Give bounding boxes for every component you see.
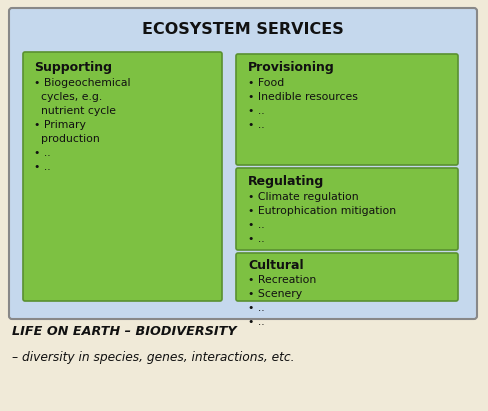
Text: LIFE ON EARTH – BIODIVERSITY: LIFE ON EARTH – BIODIVERSITY: [12, 325, 237, 338]
Text: ECOSYSTEM SERVICES: ECOSYSTEM SERVICES: [142, 21, 344, 37]
Text: Regulating: Regulating: [248, 175, 324, 188]
FancyBboxPatch shape: [236, 54, 458, 165]
FancyBboxPatch shape: [9, 8, 477, 319]
FancyBboxPatch shape: [236, 253, 458, 301]
Text: • Climate regulation
• Eutrophication mitigation
• ..
• ..: • Climate regulation • Eutrophication mi…: [248, 192, 396, 244]
Text: – diversity in species, genes, interactions, etc.: – diversity in species, genes, interacti…: [12, 351, 294, 364]
FancyBboxPatch shape: [236, 168, 458, 250]
Text: • Recreation
• Scenery
• ..
• ..: • Recreation • Scenery • .. • ..: [248, 275, 316, 327]
Text: Cultural: Cultural: [248, 259, 304, 272]
Text: • Biogeochemical
  cycles, e.g.
  nutrient cycle
• Primary
  production
• ..
• .: • Biogeochemical cycles, e.g. nutrient c…: [34, 78, 130, 172]
Text: Provisioning: Provisioning: [248, 61, 335, 74]
FancyBboxPatch shape: [23, 52, 222, 301]
Text: Supporting: Supporting: [34, 61, 112, 74]
Text: • Food
• Inedible resources
• ..
• ..: • Food • Inedible resources • .. • ..: [248, 78, 358, 130]
